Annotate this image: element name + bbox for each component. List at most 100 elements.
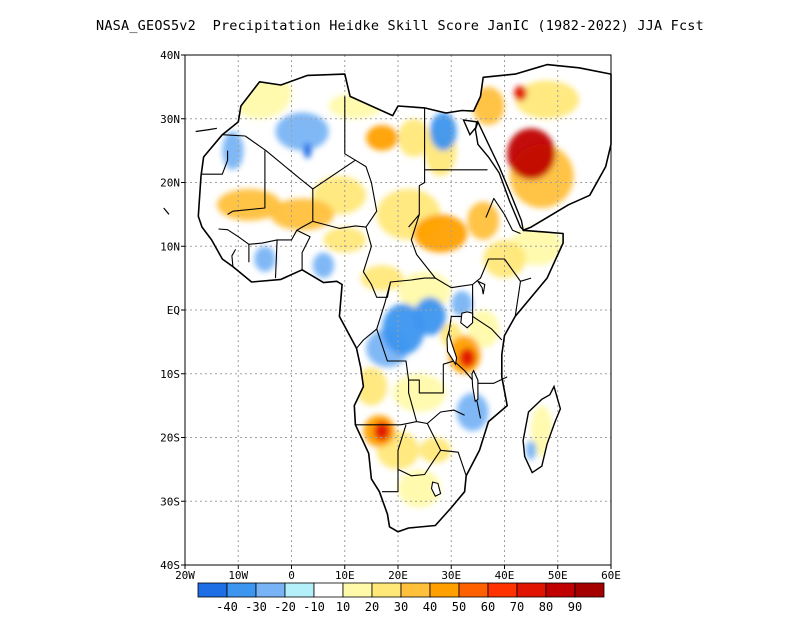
skill-region — [413, 297, 446, 336]
country-border — [248, 239, 278, 263]
skill-region — [515, 80, 580, 119]
skill-region — [456, 392, 489, 432]
lat-tick-label: 10S — [160, 368, 180, 381]
skill-region — [514, 85, 527, 101]
colorbar-label: -30 — [245, 600, 267, 614]
country-border — [485, 197, 521, 235]
skill-region — [467, 201, 500, 240]
country-border — [222, 134, 246, 137]
cape-verde — [163, 207, 170, 215]
lon-tick-label: 10E — [335, 569, 355, 582]
skill-shading — [216, 67, 580, 508]
coastlines — [163, 63, 612, 533]
colorbar-label: 10 — [336, 600, 350, 614]
lat-tick-label: 20S — [160, 432, 180, 445]
country-border — [408, 107, 426, 228]
colorbar-swatch — [313, 582, 344, 598]
colorbar-swatch — [458, 582, 489, 598]
madagascar-coastline — [522, 384, 562, 474]
colorbar-label: -20 — [274, 600, 296, 614]
lat-tick-label: 10N — [160, 240, 180, 253]
country-border — [376, 328, 455, 394]
colorbar-swatch — [487, 582, 518, 598]
country-border — [426, 423, 467, 476]
skill-region — [254, 246, 276, 272]
canary-islands — [195, 127, 217, 133]
country-border — [312, 220, 367, 229]
colorbar-label: 70 — [510, 600, 524, 614]
skill-region — [270, 198, 335, 231]
lat-tick-label: 30N — [160, 113, 180, 126]
colorbar-swatch — [516, 582, 547, 598]
lat-tick-label: EQ — [167, 304, 180, 317]
country-border — [296, 188, 314, 231]
colorbar-swatch — [545, 582, 576, 598]
colorbar-label: 30 — [394, 600, 408, 614]
country-border — [201, 150, 229, 175]
shading-blur — [216, 67, 580, 508]
country-border — [472, 315, 503, 341]
colorbar-label: 50 — [452, 600, 466, 614]
lake-outline — [430, 481, 442, 497]
colorbar: -40 -30 -20 -10 10 20 30 40 50 60 70 80 90 — [197, 582, 605, 614]
lon-tick-label: 40E — [495, 569, 515, 582]
lon-tick-label: 60E — [601, 569, 621, 582]
lake-outline — [471, 369, 479, 403]
colorbar-label: 90 — [568, 600, 582, 614]
colorbar-label: 20 — [365, 600, 379, 614]
gridlines — [185, 55, 611, 565]
lon-tick-label: 10W — [228, 569, 248, 582]
lon-tick-label: 30E — [441, 569, 461, 582]
lon-tick-label: 50E — [548, 569, 568, 582]
colorbar-swatch — [371, 582, 402, 598]
skill-region — [303, 142, 312, 159]
colorbar-swatch — [197, 582, 228, 598]
skill-region — [467, 310, 500, 349]
colorbar-swatch — [574, 582, 605, 598]
country-border — [344, 96, 356, 161]
country-border — [227, 150, 266, 215]
country-border — [362, 226, 436, 298]
colorbar-label: 40 — [423, 600, 437, 614]
skill-region — [398, 469, 441, 508]
colorbar-label: -40 — [216, 600, 238, 614]
lat-tick-label: 30S — [160, 495, 180, 508]
lat-tick-label: 40S — [160, 559, 180, 572]
country-border — [231, 249, 237, 267]
country-border — [218, 228, 250, 245]
colorbar-label: 80 — [539, 600, 553, 614]
colorbar-label: 60 — [481, 600, 495, 614]
lake-outline — [476, 279, 486, 295]
skill-region — [222, 131, 244, 170]
plot-title: NASA_GEOS5v2 Precipitation Heidke Skill … — [96, 18, 704, 34]
colorbar-swatch — [255, 582, 286, 598]
skill-region — [355, 367, 388, 406]
country-border — [408, 380, 418, 422]
lat-tick-label: 20N — [160, 177, 180, 190]
skill-region — [366, 125, 398, 151]
lon-tick-label: 20E — [388, 569, 408, 582]
country-border — [514, 281, 522, 317]
colorbar-swatch — [342, 582, 373, 598]
red-sea-coastline — [462, 119, 525, 232]
skill-region — [419, 437, 452, 463]
country-border — [410, 214, 532, 289]
colorbar-label: -10 — [303, 600, 325, 614]
skill-region — [459, 348, 476, 368]
skill-region — [275, 112, 329, 151]
colorbar-swatch — [226, 582, 257, 598]
skill-region — [312, 252, 335, 279]
skill-region — [374, 421, 391, 441]
country-border — [397, 449, 442, 477]
colorbar-swatch — [400, 582, 431, 598]
colorbar-swatch — [429, 582, 460, 598]
africa-coastline — [197, 63, 612, 533]
country-border — [477, 376, 508, 384]
lon-tick-label: 20W — [175, 569, 195, 582]
lon-tick-label: 0 — [288, 569, 295, 582]
skill-region — [429, 112, 457, 151]
lat-tick-label: 40N — [160, 49, 180, 62]
colorbar-swatch — [284, 582, 315, 598]
skill-region — [507, 128, 556, 180]
